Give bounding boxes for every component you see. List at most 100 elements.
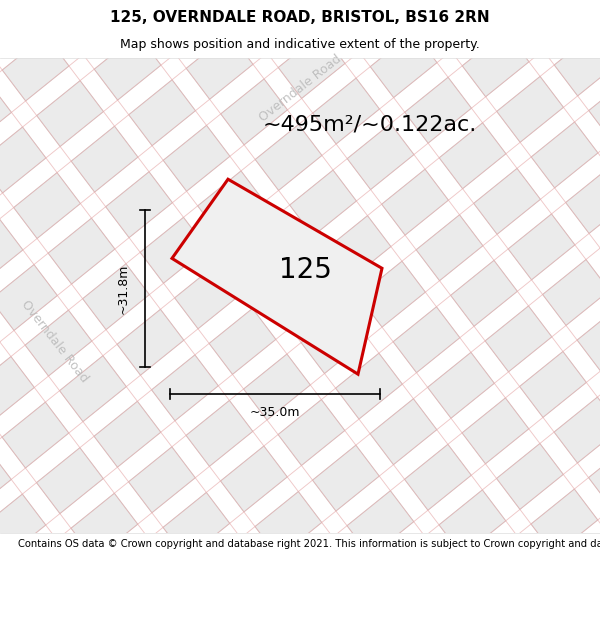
Polygon shape (473, 168, 541, 234)
Polygon shape (59, 356, 127, 422)
Polygon shape (589, 442, 600, 509)
Text: ~35.0m: ~35.0m (250, 406, 300, 419)
Polygon shape (244, 354, 310, 420)
Polygon shape (117, 309, 184, 375)
Polygon shape (324, 216, 391, 281)
Polygon shape (106, 172, 172, 238)
Polygon shape (520, 351, 586, 418)
Polygon shape (2, 402, 69, 468)
Polygon shape (255, 124, 322, 191)
Polygon shape (186, 33, 253, 99)
Polygon shape (289, 537, 356, 603)
Polygon shape (370, 399, 437, 464)
Polygon shape (278, 399, 345, 466)
Polygon shape (439, 490, 506, 556)
Polygon shape (94, 34, 161, 100)
Polygon shape (485, 306, 552, 372)
Polygon shape (462, 398, 529, 464)
Polygon shape (0, 127, 46, 193)
Polygon shape (520, 0, 587, 51)
Polygon shape (531, 489, 598, 555)
Polygon shape (347, 491, 414, 557)
Polygon shape (301, 0, 368, 6)
Polygon shape (25, 0, 92, 9)
Polygon shape (290, 170, 356, 236)
Polygon shape (0, 586, 23, 625)
Polygon shape (508, 214, 575, 280)
Polygon shape (497, 444, 563, 509)
Polygon shape (197, 538, 264, 604)
Polygon shape (129, 80, 196, 146)
Polygon shape (416, 215, 483, 281)
Text: 125, OVERNDALE ROAD, BRISTOL, BS16 2RN: 125, OVERNDALE ROAD, BRISTOL, BS16 2RN (110, 10, 490, 25)
Polygon shape (0, 356, 34, 422)
Polygon shape (404, 444, 471, 510)
Polygon shape (473, 536, 540, 601)
Text: Overndale Road: Overndale Road (256, 52, 344, 124)
Polygon shape (221, 446, 287, 512)
Polygon shape (428, 0, 494, 51)
Polygon shape (266, 262, 334, 328)
Polygon shape (347, 124, 414, 189)
Polygon shape (0, 0, 35, 56)
Polygon shape (232, 584, 299, 625)
Polygon shape (405, 78, 472, 143)
Polygon shape (83, 264, 149, 329)
Polygon shape (172, 179, 382, 374)
Polygon shape (0, 264, 58, 331)
Polygon shape (589, 76, 600, 141)
Polygon shape (13, 539, 80, 606)
Polygon shape (152, 0, 218, 54)
Polygon shape (140, 217, 207, 283)
Polygon shape (439, 123, 506, 189)
Polygon shape (0, 494, 46, 560)
Polygon shape (71, 493, 138, 559)
Polygon shape (0, 219, 23, 285)
Polygon shape (48, 218, 115, 284)
Polygon shape (186, 401, 253, 466)
Text: 125: 125 (278, 256, 331, 284)
Polygon shape (14, 173, 80, 239)
Polygon shape (152, 355, 218, 421)
Polygon shape (382, 169, 448, 235)
Polygon shape (577, 305, 600, 371)
Polygon shape (313, 445, 379, 511)
Polygon shape (128, 447, 195, 512)
Polygon shape (37, 448, 103, 514)
Text: Overndale Road: Overndale Road (19, 298, 91, 385)
Polygon shape (48, 585, 115, 625)
Polygon shape (462, 31, 529, 97)
Polygon shape (244, 0, 311, 53)
Polygon shape (209, 309, 276, 374)
Polygon shape (451, 261, 517, 326)
Polygon shape (416, 582, 483, 625)
Text: ~31.8m: ~31.8m (116, 264, 130, 314)
Polygon shape (106, 539, 172, 605)
Polygon shape (301, 308, 368, 374)
Polygon shape (2, 35, 69, 101)
Polygon shape (324, 582, 391, 625)
Polygon shape (554, 30, 600, 96)
Polygon shape (566, 168, 600, 234)
Polygon shape (197, 171, 265, 237)
Text: Map shows position and indicative extent of the property.: Map shows position and indicative extent… (120, 38, 480, 51)
Polygon shape (278, 32, 345, 98)
Polygon shape (117, 0, 184, 8)
Polygon shape (554, 397, 600, 463)
Polygon shape (428, 352, 494, 418)
Polygon shape (221, 79, 287, 145)
Polygon shape (94, 401, 161, 467)
Polygon shape (497, 76, 563, 142)
Polygon shape (163, 492, 230, 558)
Polygon shape (163, 126, 230, 191)
Polygon shape (0, 81, 11, 148)
Polygon shape (335, 353, 403, 419)
Polygon shape (175, 263, 241, 329)
Polygon shape (485, 0, 552, 5)
Polygon shape (382, 536, 448, 602)
Polygon shape (370, 32, 437, 98)
Polygon shape (531, 122, 598, 188)
Polygon shape (60, 0, 127, 54)
Polygon shape (140, 584, 206, 625)
Polygon shape (71, 126, 138, 192)
